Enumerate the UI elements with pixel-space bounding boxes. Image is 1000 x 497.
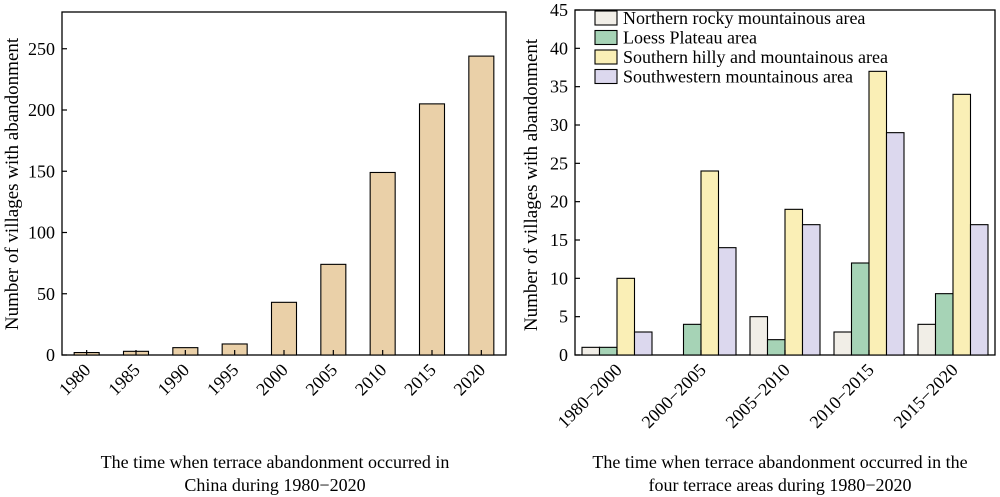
chart1-y-tick-label: 250 <box>28 39 55 59</box>
chart1-bar <box>270 301 298 356</box>
chart2-x-tick-label: 2010−2015 <box>806 360 878 432</box>
chart1-bar <box>369 171 396 356</box>
chart1-y-axis-label: Number of villages with abandonment <box>2 37 23 330</box>
chart2-y-tick-label: 30 <box>550 115 568 135</box>
chart2-bar <box>633 331 653 356</box>
chart2-y-axis-label: Number of villages with abandonment <box>521 38 542 331</box>
chart2-bar <box>749 316 769 356</box>
chart1-x-tick-label: 2005 <box>302 360 342 400</box>
chart2-y-tick-label: 0 <box>559 345 568 365</box>
chart1-y-tick-label: 50 <box>37 284 55 304</box>
chart2-legend-label: Northern rocky mountainous area <box>623 8 865 28</box>
chart2-y-tick-label: 5 <box>559 307 568 327</box>
chart2-bar <box>917 323 937 356</box>
chart1-x-tick-label: 1985 <box>104 360 144 400</box>
chart2-bar <box>850 262 870 356</box>
chart1-y-tick-label: 0 <box>46 345 55 365</box>
chart2-legend-swatch <box>594 10 618 26</box>
chart2-legend-swatch <box>594 68 618 85</box>
chart2-y-tick-label: 20 <box>550 192 568 212</box>
chart1-y-tick-label: 200 <box>28 100 55 120</box>
chart1-x-tick-label: 2000 <box>252 360 292 400</box>
chart2-x-axis-caption: The time when terrace abandonment occurr… <box>545 451 1000 497</box>
chart2-legend-label: Southwestern mountainous area <box>623 67 853 87</box>
chart1-x-tick-label: 2010 <box>351 360 391 400</box>
chart2-bar <box>700 170 720 356</box>
chart2-bar <box>616 277 636 356</box>
chart2-bar <box>952 93 972 356</box>
chart2-x-tick-label: 2005−2010 <box>722 360 794 432</box>
chart1-bar <box>320 263 347 356</box>
chart1-x-tick-label: 1980 <box>55 360 95 400</box>
chart2-bar <box>885 132 905 356</box>
chart2-y-tick-label: 45 <box>550 0 568 20</box>
chart2-y-tick-label: 35 <box>550 77 568 97</box>
chart2-legend-swatch <box>594 29 618 46</box>
chart1-x-tick-label: 2015 <box>400 360 440 400</box>
chart1-y-tick-label: 150 <box>28 161 55 181</box>
chart2-bar <box>717 247 737 356</box>
chart2-x-tick-label: 2015−2020 <box>890 360 962 432</box>
chart2-bar <box>833 331 853 356</box>
chart1-x-tick-label: 1995 <box>203 360 243 400</box>
chart2-y-tick-label: 25 <box>550 153 568 173</box>
chart2-bar <box>784 208 804 356</box>
chart1-y-tick-label: 100 <box>28 223 55 243</box>
chart2-x-caption-line-2: four terrace areas during 1980−2020 <box>648 475 912 495</box>
chart2-bar <box>934 293 954 356</box>
chart2-legend-swatch <box>594 49 618 65</box>
chart2-bar <box>801 224 821 356</box>
chart2-bar <box>868 70 888 356</box>
chart1-x-caption-line-1: The time when terrace abandonment occurr… <box>100 452 450 472</box>
chart2-x-tick-label: 1980−2000 <box>554 360 626 432</box>
chart2-bar <box>766 339 786 356</box>
chart2-bar <box>581 346 601 356</box>
chart2-legend-label: Loess Plateau area <box>623 28 757 48</box>
chart1-x-axis-caption: The time when terrace abandonment occurr… <box>40 451 510 497</box>
chart2-legend-label: Southern hilly and mountainous area <box>623 47 888 67</box>
chart1-x-tick-label: 2020 <box>450 360 490 400</box>
chart1-x-caption-line-2: China during 1980−2020 <box>184 475 366 495</box>
chart2-bar <box>682 323 702 356</box>
chart1-bar <box>468 55 495 356</box>
chart2-x-tick-label: 2000−2005 <box>638 360 710 432</box>
chart2-y-tick-label: 40 <box>550 38 568 58</box>
chart2-y-tick-label: 15 <box>550 230 568 250</box>
chart2-y-tick-label: 10 <box>550 268 568 288</box>
chart1-x-tick-label: 1990 <box>154 360 194 400</box>
chart1-bar <box>418 103 446 356</box>
chart2-bar <box>969 224 989 356</box>
chart2-bar <box>598 346 618 356</box>
chart2-x-caption-line-1: The time when terrace abandonment occurr… <box>592 452 968 472</box>
